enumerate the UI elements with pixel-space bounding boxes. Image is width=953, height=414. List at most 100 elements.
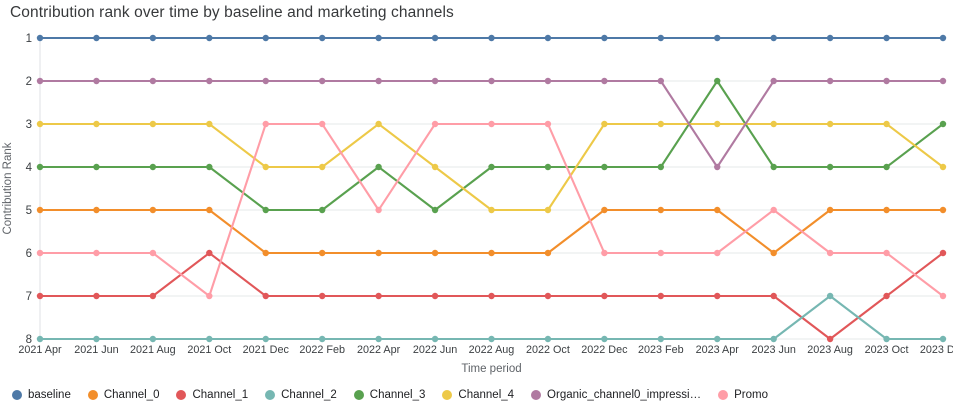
data-point-channel-4[interactable]: [544, 206, 552, 214]
data-point-channel-1[interactable]: [657, 292, 665, 300]
data-point-channel-4[interactable]: [431, 163, 439, 171]
legend-item-baseline[interactable]: baseline: [12, 389, 71, 401]
data-point-promo[interactable]: [375, 206, 382, 214]
data-point-organic-channel0-impressi[interactable]: [544, 77, 552, 85]
data-point-channel-4[interactable]: [262, 163, 269, 171]
data-point-promo[interactable]: [488, 120, 495, 128]
data-point-organic-channel0-impressi[interactable]: [262, 77, 269, 85]
data-point-channel-4[interactable]: [93, 120, 100, 128]
data-point-channel-3[interactable]: [883, 163, 890, 171]
data-point-channel-3[interactable]: [770, 163, 777, 171]
data-point-channel-1[interactable]: [770, 292, 777, 300]
data-point-channel-0[interactable]: [375, 249, 382, 257]
data-point-promo[interactable]: [262, 120, 269, 128]
data-point-organic-channel0-impressi[interactable]: [149, 77, 157, 85]
data-point-channel-3[interactable]: [488, 163, 495, 171]
data-point-channel-3[interactable]: [826, 163, 834, 171]
legend-item-promo[interactable]: Promo: [718, 389, 768, 401]
data-point-baseline[interactable]: [770, 34, 777, 42]
data-point-channel-4[interactable]: [206, 120, 213, 128]
data-point-promo[interactable]: [206, 292, 213, 300]
legend-item-channel-4[interactable]: Channel_4: [442, 389, 514, 401]
legend-item-channel-1[interactable]: Channel_1: [176, 389, 248, 401]
data-point-organic-channel0-impressi[interactable]: [939, 77, 947, 85]
data-point-baseline[interactable]: [714, 34, 721, 42]
data-point-channel-3[interactable]: [149, 163, 157, 171]
data-point-organic-channel0-impressi[interactable]: [714, 163, 721, 171]
data-point-channel-1[interactable]: [714, 292, 721, 300]
data-point-channel-3[interactable]: [318, 206, 326, 214]
data-point-channel-0[interactable]: [601, 206, 608, 214]
data-point-channel-4[interactable]: [488, 206, 495, 214]
data-point-baseline[interactable]: [93, 34, 100, 42]
data-point-channel-3[interactable]: [657, 163, 665, 171]
data-point-baseline[interactable]: [431, 34, 439, 42]
data-point-baseline[interactable]: [206, 34, 213, 42]
data-point-organic-channel0-impressi[interactable]: [883, 77, 890, 85]
data-point-baseline[interactable]: [939, 34, 947, 42]
data-point-channel-4[interactable]: [770, 120, 777, 128]
data-point-organic-channel0-impressi[interactable]: [206, 77, 213, 85]
data-point-channel-1[interactable]: [601, 292, 608, 300]
data-point-baseline[interactable]: [544, 34, 552, 42]
data-point-channel-3[interactable]: [375, 163, 382, 171]
data-point-channel-2[interactable]: [488, 335, 495, 343]
data-point-promo[interactable]: [939, 292, 947, 300]
data-point-channel-1[interactable]: [149, 292, 157, 300]
data-point-channel-1[interactable]: [488, 292, 495, 300]
data-point-channel-2[interactable]: [714, 335, 721, 343]
data-point-channel-3[interactable]: [601, 163, 608, 171]
data-point-channel-4[interactable]: [375, 120, 382, 128]
data-point-channel-1[interactable]: [544, 292, 552, 300]
data-point-channel-0[interactable]: [657, 206, 665, 214]
data-point-organic-channel0-impressi[interactable]: [93, 77, 100, 85]
data-point-channel-1[interactable]: [939, 249, 947, 257]
data-point-organic-channel0-impressi[interactable]: [657, 77, 665, 85]
data-point-channel-2[interactable]: [883, 335, 890, 343]
data-point-organic-channel0-impressi[interactable]: [826, 77, 834, 85]
data-point-channel-2[interactable]: [544, 335, 552, 343]
data-point-organic-channel0-impressi[interactable]: [375, 77, 382, 85]
data-point-channel-2[interactable]: [431, 335, 439, 343]
data-point-channel-3[interactable]: [714, 77, 721, 85]
data-point-channel-3[interactable]: [36, 163, 44, 171]
data-point-channel-1[interactable]: [318, 292, 326, 300]
data-point-organic-channel0-impressi[interactable]: [318, 77, 326, 85]
data-point-organic-channel0-impressi[interactable]: [431, 77, 439, 85]
data-point-promo[interactable]: [544, 120, 552, 128]
data-point-channel-1[interactable]: [826, 335, 834, 343]
data-point-channel-3[interactable]: [262, 206, 269, 214]
data-point-channel-0[interactable]: [714, 206, 721, 214]
data-point-channel-2[interactable]: [318, 335, 326, 343]
data-point-channel-2[interactable]: [375, 335, 382, 343]
data-point-channel-1[interactable]: [431, 292, 439, 300]
legend-item-channel-2[interactable]: Channel_2: [265, 389, 337, 401]
data-point-channel-3[interactable]: [544, 163, 552, 171]
data-point-promo[interactable]: [149, 249, 157, 257]
data-point-channel-0[interactable]: [939, 206, 947, 214]
data-point-baseline[interactable]: [36, 34, 44, 42]
data-point-baseline[interactable]: [488, 34, 495, 42]
data-point-channel-1[interactable]: [206, 249, 213, 257]
data-point-channel-0[interactable]: [544, 249, 552, 257]
data-point-baseline[interactable]: [883, 34, 890, 42]
data-point-channel-4[interactable]: [36, 120, 44, 128]
data-point-channel-1[interactable]: [375, 292, 382, 300]
data-point-promo[interactable]: [883, 249, 890, 257]
data-point-channel-3[interactable]: [431, 206, 439, 214]
data-point-baseline[interactable]: [657, 34, 665, 42]
data-point-channel-2[interactable]: [93, 335, 100, 343]
data-point-promo[interactable]: [431, 120, 439, 128]
data-point-baseline[interactable]: [318, 34, 326, 42]
data-point-channel-0[interactable]: [488, 249, 495, 257]
data-point-promo[interactable]: [318, 120, 326, 128]
data-point-organic-channel0-impressi[interactable]: [601, 77, 608, 85]
data-point-channel-4[interactable]: [149, 120, 157, 128]
data-point-channel-4[interactable]: [939, 163, 947, 171]
data-point-channel-2[interactable]: [826, 292, 834, 300]
data-point-channel-0[interactable]: [149, 206, 157, 214]
data-point-channel-2[interactable]: [770, 335, 777, 343]
data-point-baseline[interactable]: [262, 34, 269, 42]
data-point-baseline[interactable]: [375, 34, 382, 42]
data-point-channel-1[interactable]: [36, 292, 44, 300]
